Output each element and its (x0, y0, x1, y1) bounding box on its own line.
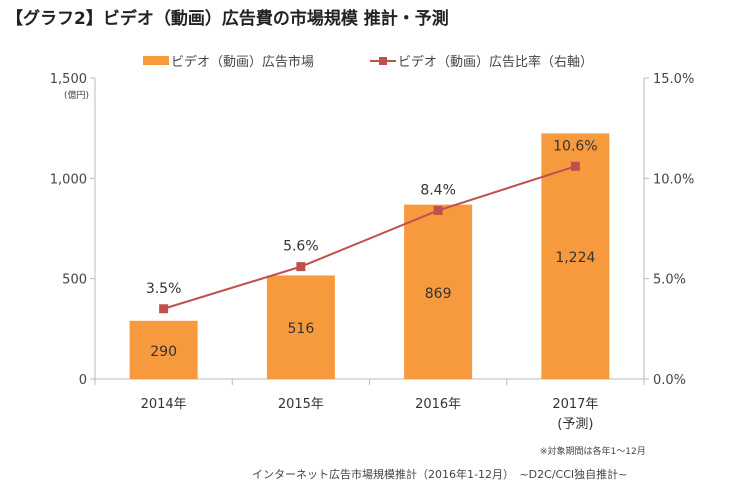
y2-tick-label: 15.0% (653, 72, 694, 87)
legend-line-label: ビデオ（動画）広告比率（右軸） (398, 54, 593, 70)
y-tick-label: 0 (79, 373, 87, 388)
chart-title: 【グラフ2】ビデオ（動画）広告費の市場規模 推計・予測 (6, 8, 449, 29)
bar-data-label: 290 (150, 344, 177, 360)
legend-line-marker (379, 57, 387, 65)
y-tick-label: 1,000 (50, 172, 87, 187)
legend-bar-label: ビデオ（動画）広告市場 (171, 54, 314, 70)
bar-data-label: 1,224 (555, 250, 595, 266)
line-marker (296, 262, 306, 272)
line-marker (570, 161, 580, 171)
y2-tick-label: 0.0% (653, 373, 686, 388)
line-marker (433, 205, 443, 215)
y-tick-label: 1,500 (50, 72, 87, 87)
bar (404, 204, 473, 379)
y-tick-label: 500 (62, 273, 87, 288)
y-axis-unit: (億円) (64, 89, 89, 101)
note-period: ※対象期間は各年1～12月 (540, 445, 646, 457)
y2-tick-label: 10.0% (653, 172, 694, 187)
bar (129, 320, 198, 379)
line-marker (159, 304, 169, 314)
line-data-label: 3.5% (146, 281, 182, 297)
bar-data-label: 869 (425, 286, 452, 302)
line-data-label: 8.4% (420, 182, 456, 198)
y2-tick-label: 5.0% (653, 273, 686, 288)
legend-bar-swatch (143, 56, 169, 65)
ratio-line (163, 165, 576, 310)
x-tick-label: 2014年 (141, 397, 187, 412)
x-tick-label: 2015年 (278, 397, 324, 412)
bar-data-label: 516 (288, 321, 315, 337)
note-source: インターネット広告市場規模推計（2016年1-12月） ~D2C/CCI独自推計… (252, 467, 627, 481)
x-tick-label: 2016年 (415, 397, 461, 412)
legend: ビデオ（動画）広告市場 ビデオ（動画）広告比率（右軸） (143, 54, 593, 70)
x-tick-label: 2017年 (552, 397, 598, 412)
x-tick-sublabel: (予測) (557, 417, 593, 432)
line-data-label: 10.6% (553, 138, 597, 154)
line-data-label: 5.6% (283, 239, 319, 255)
bar (266, 275, 335, 379)
